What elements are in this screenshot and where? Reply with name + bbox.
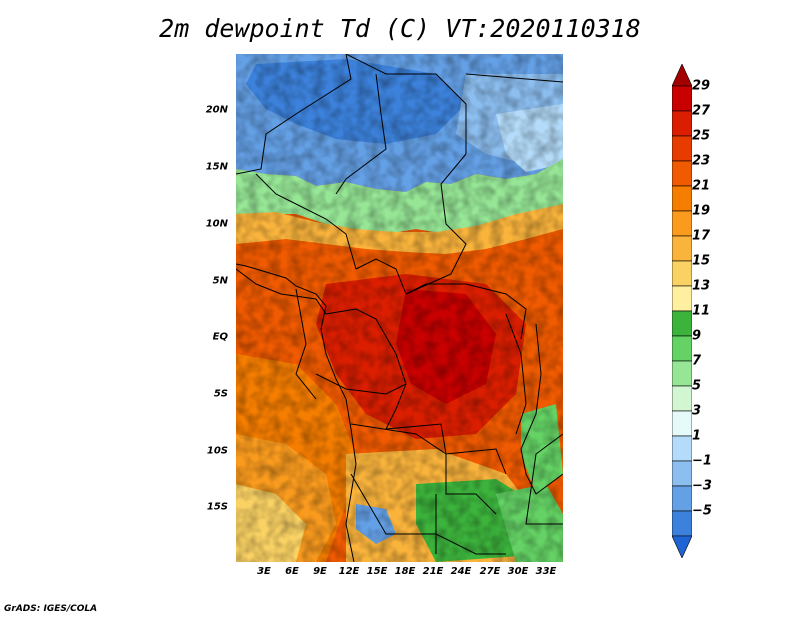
colorbar-bin [672,260,692,287]
colorbar-bin [672,485,692,512]
lon-tick-label: 24E [450,566,472,577]
lat-tick-label: 15N [205,161,228,173]
colorbar-label: 15 [692,253,711,269]
colorbar-bin [672,410,692,437]
dewpoint-map [236,54,563,562]
colorbar-label: 3 [692,403,702,419]
colorbar-label: 29 [692,78,711,94]
colorbar-label: 23 [692,153,711,169]
map-panel [236,54,563,562]
lon-tick-label: 21E [422,566,444,577]
lon-tick-label: 30E [507,566,529,577]
lon-tick-label: 33E [535,566,557,577]
colorbar-bin [672,285,692,312]
colorbar-bin [672,110,692,137]
lon-tick-label: 27E [479,566,501,577]
colorbar-bin [672,185,692,212]
colorbar-bin [672,335,692,362]
lon-tick-label: 6E [285,566,299,577]
lon-tick-label: 15E [366,566,388,577]
colorbar-label: 5 [692,378,702,394]
colorbar-cap-bottom [672,535,692,558]
colorbar [672,64,692,558]
colorbar-bin [672,210,692,237]
lat-tick-label: 15S [206,501,228,513]
lon-tick-label: 9E [313,566,327,577]
colorbar-cap-top [672,64,692,87]
colorbar-label: 27 [692,103,711,119]
colorbar-bin [672,385,692,412]
country-borders [236,54,563,555]
colorbar-bin [672,435,692,462]
colorbar-label: 9 [692,328,702,344]
lon-tick-label: 3E [257,566,271,577]
colorbar-label: −5 [692,503,712,519]
colorbar-bin [672,310,692,337]
footer-credit: GrADS: IGES/COLA [4,604,98,614]
lat-tick-label: 20N [205,104,228,116]
colorbar-label: −3 [692,478,712,494]
colorbar-label: 17 [692,228,711,244]
colorbar-label: 21 [692,178,711,194]
colorbar-bin [672,235,692,262]
lat-tick-label: 5N [212,275,228,287]
colorbar-label: 7 [692,353,702,369]
colorbar-label: 13 [692,278,711,294]
lat-tick-label: 10S [206,445,228,457]
lat-tick-label: EQ [212,331,228,343]
lon-tick-label: 12E [338,566,360,577]
colorbar-bin [672,460,692,487]
colorbar-label: 19 [692,203,711,219]
colorbar-bin [672,135,692,162]
colorbar-label: 11 [692,303,711,319]
colorbar-label: 1 [692,428,702,444]
colorbar-label: −1 [692,453,712,469]
colorbar-bin [672,360,692,387]
colorbar-bin [672,85,692,112]
coastline [236,263,357,562]
lat-tick-label: 5S [213,388,228,400]
map-title: 2m dewpoint Td (C) VT:2020110318 [159,14,641,43]
lat-tick-label: 10N [205,218,228,230]
colorbar-bin [672,160,692,187]
field-texture [236,54,563,562]
colorbar-label: 25 [692,128,711,144]
colorbar-bin [672,510,692,537]
lon-tick-label: 18E [394,566,416,577]
